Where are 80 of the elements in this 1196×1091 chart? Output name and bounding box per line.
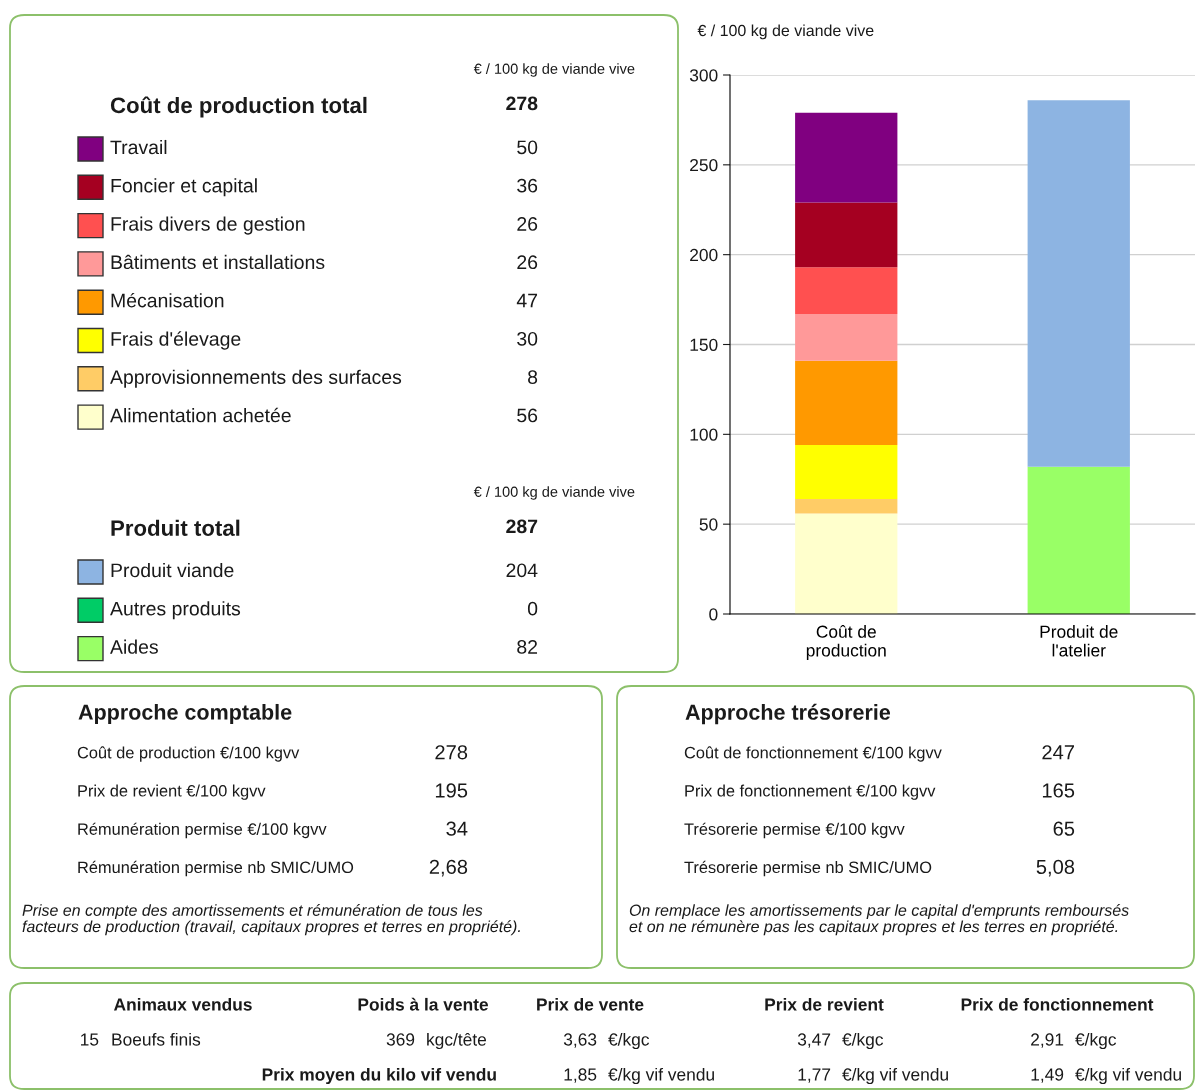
data-label: 82: [517, 640, 538, 654]
y-tick-label: 100: [690, 428, 718, 441]
text: Produit total: [111, 519, 240, 536]
text: €/kg vif vendu: [842, 1067, 948, 1085]
text: €/kg vif vendu: [608, 1067, 714, 1085]
category-label: Aides: [110, 639, 158, 654]
category-label: Approvisionnements des surfaces: [110, 369, 402, 388]
category-label: Prix de fonctionnement: [961, 997, 1154, 1011]
text: € / 100 kg de viande vive: [473, 63, 635, 77]
y-tick-label: 200: [690, 248, 718, 262]
data-label: 5,08: [1036, 859, 1075, 877]
category-label: Alimentation achetée: [110, 407, 291, 423]
text: €/kgc: [608, 1032, 650, 1050]
data-label: 2,68: [429, 859, 468, 877]
text: 15: [81, 1033, 99, 1046]
text: Boeufs finis: [112, 1032, 201, 1046]
text: kgc/tête: [427, 1032, 487, 1050]
category-label: Prix de revient: [765, 997, 884, 1011]
text: 3,63: [563, 1033, 597, 1048]
data-label: 30: [517, 331, 538, 346]
text: Prise en compte des amortissements et rémunération de tous les facteurs de production (travail, capitaux propres et terres en propriété).: [22, 904, 520, 936]
category-label: Trésorerie permise nb SMIC/UMO: [684, 860, 932, 877]
text: €/kgc: [842, 1032, 884, 1050]
y-tick-label: 0: [709, 608, 718, 621]
text: Prix moyen du kilo vif vendu: [262, 1067, 496, 1085]
category-label: Frais divers de gestion: [111, 216, 305, 235]
data-label: 247: [1042, 745, 1074, 760]
text: 369: [386, 1033, 415, 1046]
category-label: Prix de fonctionnement €/100 kgvv: [685, 784, 936, 800]
y-tick-label: 250: [690, 159, 718, 172]
text: €/kgc: [1075, 1032, 1117, 1050]
text: 1,49: [1031, 1068, 1064, 1083]
text: 3,47: [797, 1033, 831, 1048]
data-label: 50: [517, 140, 538, 155]
data-label: 278: [435, 745, 468, 760]
text: Approche trésorerie: [685, 703, 891, 725]
category-label: Travail: [110, 139, 167, 155]
text: 1,85: [564, 1068, 597, 1083]
category-label: Rémunération permise €/100 kgvv: [78, 822, 327, 839]
y-tick-label: 300: [689, 69, 718, 82]
data-label: 8: [528, 370, 538, 385]
y-tick-label: 50: [699, 518, 718, 531]
x-tick-label: Coût de production: [806, 625, 886, 660]
text: Approche comptable: [78, 703, 292, 725]
text: € / 100 kg de viande vive: [473, 486, 635, 500]
text: 287: [506, 519, 538, 534]
data-label: 36: [517, 178, 538, 193]
category-label: Frais d'élevage: [111, 331, 241, 350]
data-label: 65: [1053, 821, 1075, 836]
category-label: Trésorerie permise €/100 kgvv: [684, 822, 905, 839]
text: 1,77: [798, 1068, 831, 1083]
data-label: 165: [1042, 783, 1075, 798]
category-label: Produit viande: [111, 562, 234, 578]
category-label: Coût de fonctionnement €/100 kgvv: [684, 746, 942, 762]
data-label: 34: [446, 821, 468, 836]
category-label: Autres produits: [110, 601, 241, 620]
data-label: 26: [517, 217, 538, 231]
data-label: 56: [517, 408, 538, 423]
category-label: Animaux vendus: [113, 997, 252, 1011]
text: 278: [506, 96, 538, 111]
data-label: 26: [517, 255, 538, 270]
category-label: Foncier et capital: [111, 178, 257, 197]
category-label: Coût de production €/100 kgvv: [77, 746, 300, 762]
category-label: Rémunération permise nb SMIC/UMO: [78, 860, 354, 877]
text: €/kg vif vendu: [1075, 1067, 1181, 1085]
category-label: Bâtiments et installations: [111, 254, 325, 270]
text: Coût de production total: [110, 96, 367, 118]
text: On remplace les amortissements par le capital d'emprunts remboursés et on ne rémunère pas les capitaux propres et les terres en propriété.: [629, 904, 1129, 936]
data-label: 0: [527, 601, 538, 616]
category-label: Prix de revient €/100 kgvv: [78, 784, 266, 800]
data-label: 195: [435, 783, 468, 798]
data-label: 204: [506, 563, 538, 578]
y-tick-label: 150: [690, 338, 718, 351]
data-label: 47: [516, 293, 538, 308]
y-axis-title: € / 100 kg de viande vive: [697, 24, 874, 40]
category-label: Poids à la vente: [358, 997, 489, 1011]
category-label: Mécanisation: [111, 292, 224, 308]
x-tick-label: Produit de l'atelier: [1040, 625, 1118, 657]
category-label: Prix de vente: [537, 997, 644, 1011]
text: 2,91: [1031, 1033, 1064, 1048]
